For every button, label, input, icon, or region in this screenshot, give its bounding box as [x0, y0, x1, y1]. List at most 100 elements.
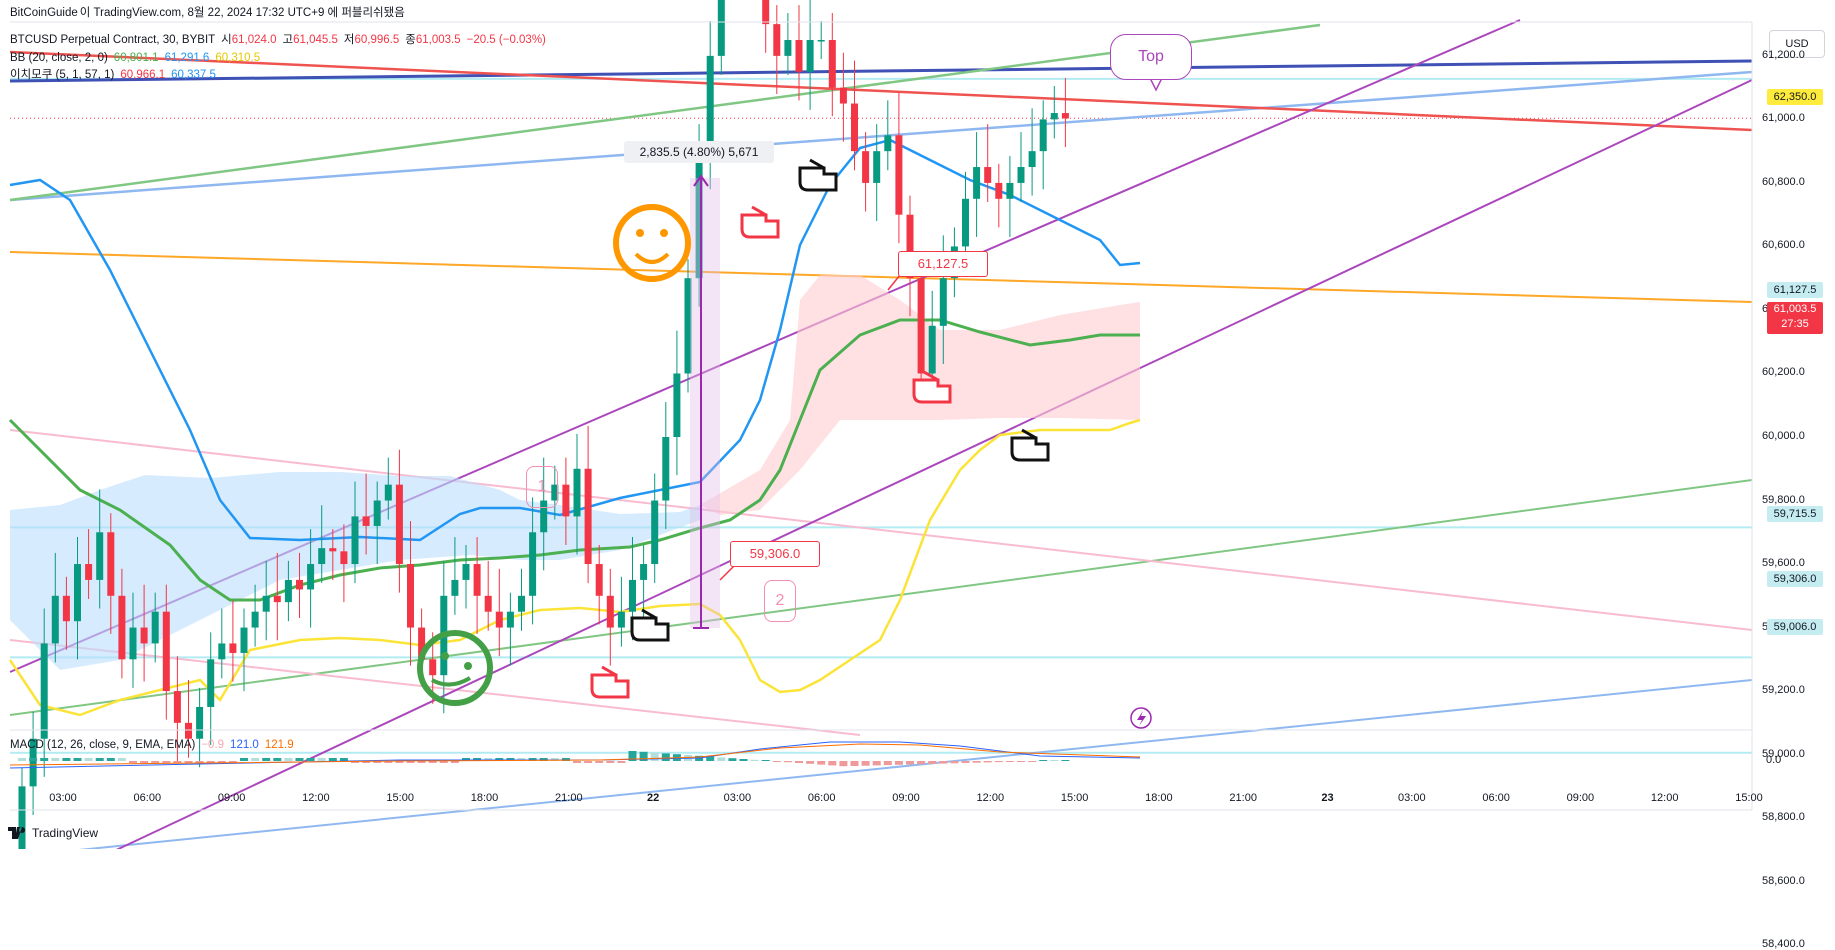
- candle-body: [828, 40, 836, 88]
- candle-up: [973, 132, 981, 237]
- candle-body: [62, 595, 70, 622]
- candle-body: [262, 595, 270, 612]
- candle-body: [706, 55, 714, 152]
- bb-lower-value: 60,310.5: [215, 52, 261, 64]
- macd-histogram-bar: [206, 761, 215, 763]
- macd-histogram-bar: [1039, 760, 1048, 761]
- macd-histogram-bar: [1050, 760, 1059, 761]
- currency-button[interactable]: USD: [1769, 30, 1825, 58]
- time-tick: 15:00: [1060, 792, 1089, 804]
- macd-histogram-bar: [484, 758, 493, 761]
- measure-range: [690, 178, 720, 628]
- candle-body: [296, 579, 303, 590]
- time-tick: 18:00: [470, 792, 499, 804]
- macd-histogram-bar: [162, 761, 171, 763]
- candle-down: [107, 513, 115, 634]
- candle-body: [162, 611, 170, 692]
- macd-legend[interactable]: MACD (12, 26, close, 9, EMA, EMA) −0.9 121…: [10, 738, 300, 752]
- candle-body: [562, 484, 570, 517]
- macd-histogram-bar: [595, 761, 604, 763]
- hand-finger: [1021, 428, 1037, 440]
- macd-histogram-bar: [983, 761, 992, 763]
- candle-body: [495, 611, 503, 628]
- macd-histogram-bar: [917, 761, 926, 765]
- candle-body: [140, 627, 148, 644]
- top-bubble[interactable]: Top: [1110, 34, 1192, 80]
- macd-histogram-bar: [362, 761, 371, 763]
- macd-histogram-bar: [795, 761, 803, 763]
- candle-up: [617, 576, 625, 647]
- trendlines: [9, 19, 1753, 849]
- ichimoku-legend[interactable]: 이치모쿠 (5, 1, 57, 1) 60,966.1 60,337.5: [10, 68, 222, 82]
- candle-body: [584, 468, 592, 565]
- candle-body: [340, 551, 348, 565]
- candle-down: [140, 584, 148, 682]
- candle-body: [1050, 113, 1058, 120]
- author[interactable]: BitCoinGuide: [10, 7, 78, 19]
- candle-up: [540, 457, 548, 571]
- candle-up: [51, 552, 59, 663]
- candle-body: [873, 151, 881, 183]
- candle-down: [473, 537, 481, 634]
- candle-down: [484, 560, 492, 631]
- macd-histogram-bar: [639, 751, 648, 761]
- bb-legend[interactable]: BB (20, close, 2, 0) 60,801.1 61,291.6 60,3…: [10, 51, 266, 65]
- measure-label[interactable]: 2,835.5 (4.80%) 5,671: [624, 141, 774, 163]
- macd-histogram-bar: [117, 758, 126, 761]
- candle-down: [495, 568, 503, 657]
- macd-histogram-bar: [728, 758, 737, 761]
- candle-up: [262, 560, 270, 641]
- last-price-tag: 61,003.5 27:35: [1767, 302, 1823, 334]
- candle-body: [362, 516, 370, 526]
- candle-body: [395, 484, 403, 565]
- candle-body: [74, 564, 81, 622]
- footer-brand: TradingView: [32, 826, 99, 840]
- price-chart[interactable]: [0, 0, 1835, 849]
- symbol-name[interactable]: BTCUSD Perpetual Contract, 30, BYBIT: [10, 34, 216, 46]
- label-wave-1[interactable]: 1: [526, 466, 558, 508]
- time-tick: 09:00: [217, 792, 246, 804]
- candle-up: [40, 608, 48, 777]
- candle-body: [617, 611, 625, 628]
- price-tag-59306: 59,306.0: [1767, 571, 1823, 587]
- pointing-hand-icon: [912, 370, 952, 404]
- candle-body: [40, 643, 48, 739]
- candle-up: [351, 481, 359, 584]
- candle-up: [1039, 100, 1047, 190]
- bb-upper-value: 61,291.6: [164, 52, 210, 64]
- callout-59306[interactable]: 59,306.0: [730, 541, 820, 567]
- macd-histogram-bar: [295, 758, 304, 761]
- macd-histogram-bar: [606, 761, 615, 763]
- callout-61127[interactable]: 61,127.5: [898, 251, 988, 277]
- macd-histogram-bar: [84, 758, 93, 761]
- candle-body: [862, 151, 870, 183]
- price-tick: 61,200.0: [1762, 48, 1805, 61]
- candle-body: [484, 595, 492, 612]
- hand-finger: [751, 205, 767, 217]
- macd-histogram-bar: [428, 761, 437, 763]
- macd-histogram-bar: [750, 759, 759, 761]
- price-tag-62350: 62,350.0: [1767, 89, 1823, 105]
- macd-histogram-bar: [395, 761, 404, 763]
- symbol-legend[interactable]: BTCUSD Perpetual Contract, 30, BYBIT 시61,…: [10, 34, 546, 46]
- hand-shape: [630, 616, 670, 642]
- candle-down: [229, 600, 237, 682]
- pointing-hand-icon: [630, 608, 670, 642]
- trendline: [9, 50, 1753, 132]
- macd-axis-zero: 0.0: [1766, 754, 1782, 766]
- tradingview-footer[interactable]: TradingView: [8, 826, 98, 840]
- hand-shape: [740, 213, 780, 239]
- candle-body: [384, 484, 392, 501]
- label-wave-2[interactable]: 2: [764, 580, 796, 622]
- time-tick: 06:00: [1482, 792, 1510, 804]
- macd-histogram-bar: [761, 760, 770, 761]
- candle-body: [462, 564, 470, 580]
- tradingview-logo-icon: [8, 827, 26, 839]
- candle-up: [462, 544, 470, 609]
- face-eye: [464, 662, 472, 670]
- candle-body: [506, 611, 514, 628]
- candle-body: [928, 325, 936, 374]
- candle-body: [473, 564, 481, 596]
- candle-up: [74, 537, 81, 660]
